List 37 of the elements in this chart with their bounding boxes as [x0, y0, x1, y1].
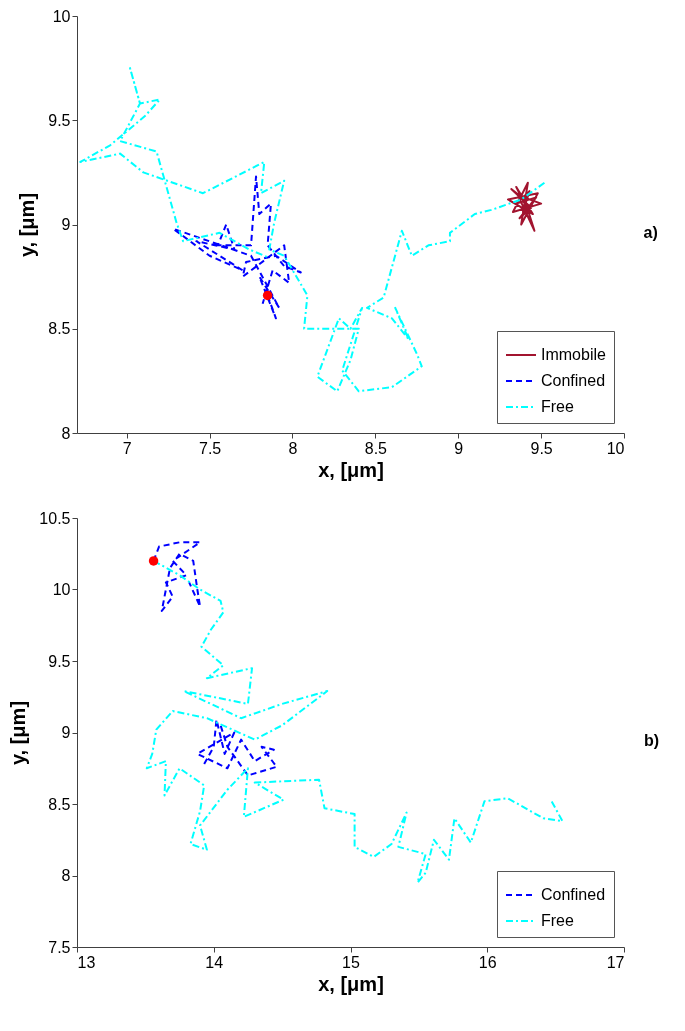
x-tick-label: 9	[454, 439, 464, 457]
x-tick-label: 13	[77, 953, 96, 971]
y-tick-label: 10	[52, 7, 71, 25]
text: b)	[644, 731, 660, 749]
x-tick-label: 7.5	[198, 439, 222, 457]
x-tick-label: 16	[478, 953, 497, 971]
x-tick-label: 10	[606, 439, 625, 457]
y-tick-label: 9	[61, 724, 71, 741]
legend-label: Free	[541, 398, 574, 415]
x-tick-label: 14	[205, 953, 224, 971]
y-tick-label: 8.5	[48, 320, 71, 338]
y-tick-label: 8	[61, 424, 71, 442]
y-axis-title: y, [μm]	[7, 700, 30, 766]
x-tick-label: 17	[606, 953, 625, 971]
line-series	[172, 175, 302, 320]
x-tick-label: 7	[122, 439, 132, 457]
x-axis-title: x, [μm]	[318, 972, 384, 995]
legend-label: Confined	[541, 372, 606, 389]
y-tick-label: 10	[52, 581, 71, 598]
line-series	[506, 181, 543, 232]
y-tick-label: 7.5	[48, 938, 71, 956]
x-axis-title: x, [μm]	[318, 458, 384, 481]
y-tick-label: 9.5	[48, 652, 71, 670]
x-tick-label: 8	[288, 439, 298, 457]
y-tick-label: 8	[61, 867, 71, 884]
y-tick-label: 10.5	[39, 509, 71, 527]
y-tick-label: 9	[61, 216, 71, 233]
legend-label: Immobile	[541, 346, 607, 363]
x-tick-label: 9.5	[530, 439, 553, 457]
text: a)	[643, 223, 658, 241]
y-tick-label: 8.5	[48, 795, 71, 813]
legend-label: Confined	[541, 886, 606, 903]
legend-label: Free	[541, 912, 574, 929]
y-tick-label: 9.5	[48, 111, 71, 129]
x-tick-label: 15	[342, 953, 360, 971]
y-axis-title: y, [μm]	[16, 192, 39, 258]
x-tick-label: 8.5	[364, 439, 388, 457]
